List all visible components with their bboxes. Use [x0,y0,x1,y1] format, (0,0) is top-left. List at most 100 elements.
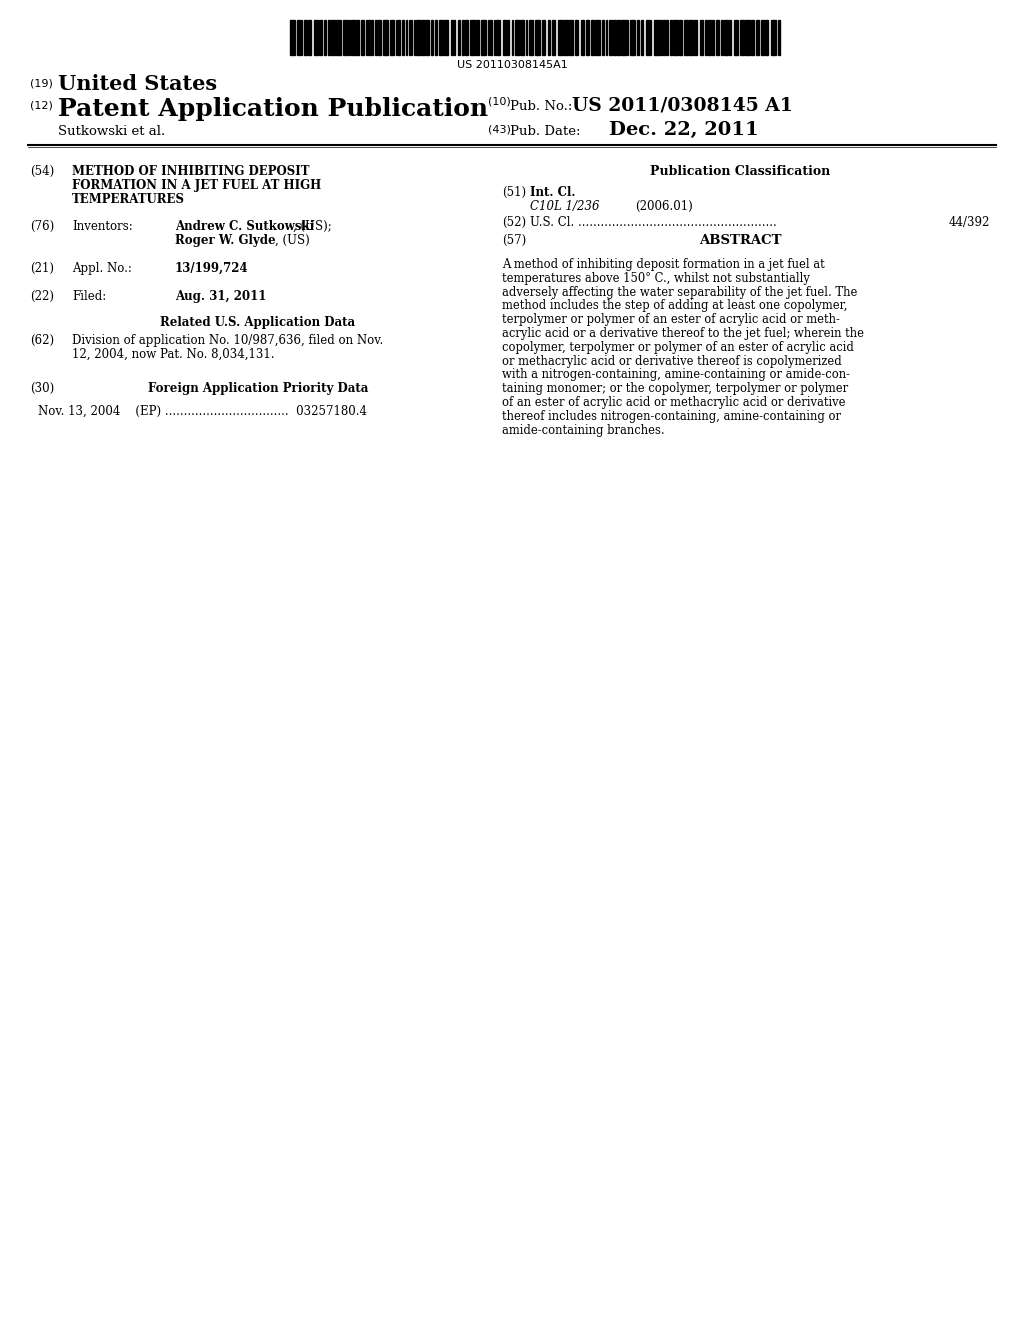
Text: terpolymer or polymer of an ester of acrylic acid or meth-: terpolymer or polymer of an ester of acr… [502,313,840,326]
Bar [646,20,649,55]
Bar [609,20,612,55]
Bar [586,20,589,55]
Bar [481,20,486,55]
Bar [617,20,620,55]
Bar [613,20,616,55]
Bar [426,20,429,55]
Text: method includes the step of adding at least one copolymer,: method includes the step of adding at le… [502,300,848,313]
Text: of an ester of acrylic acid or methacrylic acid or derivative: of an ester of acrylic acid or methacryl… [502,396,846,409]
Bar [564,20,568,55]
Text: thereof includes nitrogen-containing, amine-containing or: thereof includes nitrogen-containing, am… [502,409,841,422]
Bar [496,20,500,55]
Bar [689,20,693,55]
Bar [729,20,731,55]
Text: Appl. No.:: Appl. No.: [72,261,132,275]
Text: US 2011/0308145 A1: US 2011/0308145 A1 [572,96,793,114]
Text: 44/392: 44/392 [948,216,990,228]
Text: Division of application No. 10/987,636, filed on Nov.: Division of application No. 10/987,636, … [72,334,383,347]
Text: with a nitrogen-containing, amine-containing or amide-con-: with a nitrogen-containing, amine-contai… [502,368,850,381]
Text: Publication Classification: Publication Classification [650,165,830,178]
Bar [451,20,453,55]
Text: ABSTRACT: ABSTRACT [698,234,781,247]
Bar [765,20,768,55]
Text: Nov. 13, 2004    (EP) .................................  03257180.4: Nov. 13, 2004 (EP) .....................… [38,405,367,418]
Bar [756,20,759,55]
Text: (52): (52) [502,216,526,228]
Bar [569,20,573,55]
Bar [673,20,678,55]
Bar [476,20,479,55]
Text: adversely affecting the water separability of the jet fuel. The: adversely affecting the water separabili… [502,285,857,298]
Text: temperatures above 150° C., whilst not substantially: temperatures above 150° C., whilst not s… [502,272,810,285]
Text: (21): (21) [30,261,54,275]
Bar [314,20,318,55]
Bar [375,20,377,55]
Text: (12): (12) [30,100,53,110]
Bar [591,20,594,55]
Text: Patent Application Publication: Patent Application Publication [58,96,488,121]
Text: A method of inhibiting deposit formation in a jet fuel at: A method of inhibiting deposit formation… [502,257,824,271]
Text: (22): (22) [30,290,54,304]
Bar [336,20,341,55]
Text: Pub. Date:: Pub. Date: [510,125,581,139]
Bar [700,20,703,55]
Bar [297,20,300,55]
Text: (62): (62) [30,334,54,347]
Text: Inventors:: Inventors: [72,220,133,234]
Bar [416,20,421,55]
Bar [402,20,404,55]
Text: US 20110308145A1: US 20110308145A1 [457,59,567,70]
Bar [602,20,604,55]
Text: (19): (19) [30,78,53,88]
Bar [371,20,373,55]
Text: amide-containing branches.: amide-containing branches. [502,424,665,437]
Text: (57): (57) [502,234,526,247]
Bar [637,20,639,55]
Text: Andrew C. Sutkowski: Andrew C. Sutkowski [175,220,314,234]
Bar [734,20,738,55]
Text: FORMATION IN A JET FUEL AT HIGH: FORMATION IN A JET FUEL AT HIGH [72,180,322,191]
Bar [290,20,295,55]
Bar [304,20,307,55]
Text: 12, 2004, now Pat. No. 8,034,131.: 12, 2004, now Pat. No. 8,034,131. [72,348,274,360]
Bar [503,20,506,55]
Text: , (US): , (US) [275,234,309,247]
Bar [319,20,322,55]
Text: TEMPERATURES: TEMPERATURES [72,193,185,206]
Bar [654,20,659,55]
Bar [470,20,475,55]
Bar [666,20,668,55]
Bar [761,20,764,55]
Text: (10): (10) [488,96,511,107]
Bar [378,20,381,55]
Bar [641,20,643,55]
Text: copolymer, terpolymer or polymer of an ester of acrylic acid: copolymer, terpolymer or polymer of an e… [502,341,854,354]
Text: (51): (51) [502,186,526,199]
Bar [398,20,400,55]
Text: (43): (43) [488,125,511,135]
Bar [724,20,728,55]
Bar [716,20,719,55]
Text: Sutkowski et al.: Sutkowski et al. [58,125,165,139]
Bar [660,20,662,55]
Bar [712,20,714,55]
Bar [708,20,711,55]
Bar [458,20,460,55]
Bar [548,20,550,55]
Bar [465,20,468,55]
Text: Foreign Application Priority Data: Foreign Application Priority Data [147,381,369,395]
Bar [431,20,433,55]
Text: (76): (76) [30,220,54,234]
Bar [515,20,520,55]
Bar [308,20,311,55]
Bar [581,20,584,55]
Bar [346,20,348,55]
Bar [679,20,682,55]
Bar [529,20,534,55]
Bar [439,20,443,55]
Bar [694,20,697,55]
Bar [343,20,345,55]
Bar [444,20,449,55]
Bar [684,20,688,55]
Bar [595,20,600,55]
